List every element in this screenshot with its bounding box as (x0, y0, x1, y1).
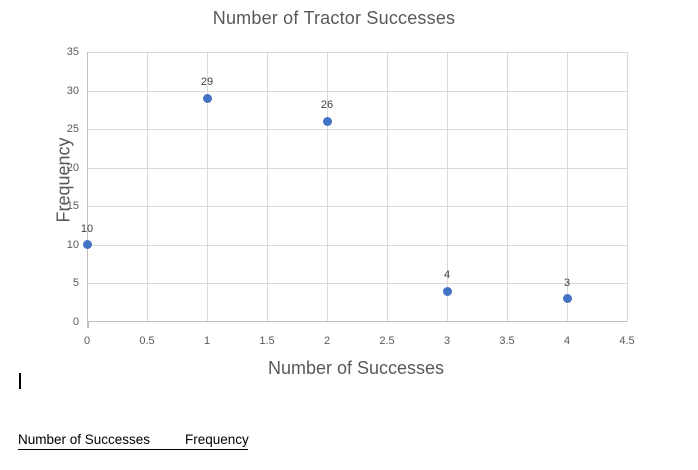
x-tick-label: 1 (203, 335, 211, 347)
data-point (322, 116, 332, 126)
data-point-label: 4 (443, 269, 451, 282)
y-tick-label: 5 (72, 277, 79, 290)
data-point (562, 294, 572, 304)
data-point-label: 3 (563, 276, 571, 289)
text-cursor-icon (19, 373, 21, 389)
y-tick-label: 30 (66, 84, 79, 97)
h-gridline (87, 283, 627, 285)
h-gridline (87, 206, 627, 208)
y-tick-label: 10 (66, 238, 79, 251)
x-tick-label: 0 (83, 335, 91, 347)
x-tick-label: 3 (443, 335, 451, 347)
table-header-frequency: Frequency (185, 432, 249, 447)
table-header-successes: Number of Successes (18, 432, 151, 447)
y-tick-label: 15 (66, 200, 79, 213)
v-gridline (327, 52, 328, 322)
h-gridline (87, 244, 627, 246)
data-point (82, 240, 92, 250)
y-tick-label: 0 (72, 316, 79, 328)
data-point (442, 286, 452, 296)
x-tick-label: 3.5 (499, 335, 515, 347)
v-gridline (207, 52, 208, 322)
v-gridline (507, 52, 508, 322)
data-point-label: 26 (320, 99, 334, 112)
v-gridline (627, 52, 628, 322)
x-tick-label: 4 (563, 335, 571, 347)
y-tick-label: 20 (66, 161, 79, 174)
v-gridline (567, 52, 568, 322)
v-gridline (147, 52, 148, 322)
h-gridline (87, 167, 627, 169)
x-axis-tick (87, 322, 89, 328)
x-tick-label: 1.5 (259, 335, 275, 347)
x-tick-label: 2.5 (379, 335, 395, 347)
h-gridline (87, 52, 627, 53)
plot-area (87, 52, 627, 322)
v-gridline (387, 52, 388, 322)
x-axis-title: Number of Successes (267, 358, 445, 378)
x-tick-label: 2 (323, 335, 331, 347)
v-gridline (267, 52, 268, 322)
data-point (202, 93, 212, 103)
chart-title: Number of Tractor Successes (212, 8, 456, 28)
v-gridline (447, 52, 448, 322)
h-gridline (87, 129, 627, 131)
y-tick-label: 35 (66, 46, 79, 58)
data-point-label: 10 (80, 222, 94, 235)
x-tick-label: 4.5 (619, 335, 635, 347)
y-tick-label: 25 (66, 123, 79, 136)
h-gridline (87, 90, 627, 92)
x-tick-label: 0.5 (139, 335, 155, 347)
data-point-label: 29 (200, 76, 214, 89)
table-header-row[interactable]: Number of Successes Frequency (18, 432, 249, 450)
